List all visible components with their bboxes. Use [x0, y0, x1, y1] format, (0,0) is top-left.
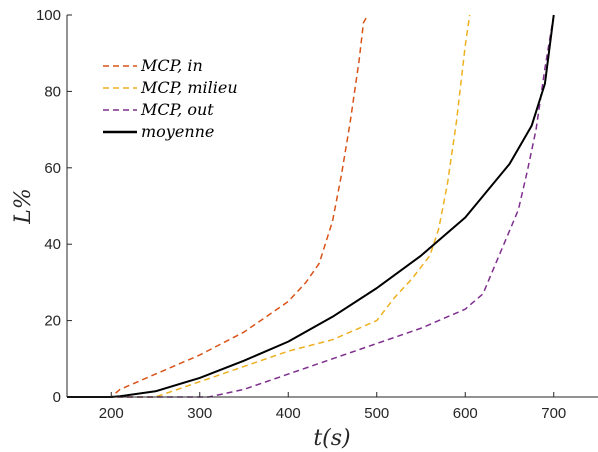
- y-tick-label-0: 0: [53, 389, 61, 406]
- axes-layer: [66, 15, 598, 398]
- x-tick-label-0: 200: [99, 405, 124, 422]
- series-line-2: [67, 14, 555, 398]
- x-tick-label-5: 700: [541, 405, 566, 422]
- legend-label-1: MCP, milieu: [140, 78, 238, 97]
- legend-label-2: MCP, out: [140, 100, 214, 119]
- legend: MCP, in MCP, milieu MCP, out moyenne: [103, 56, 238, 141]
- series-line-3: [67, 14, 555, 398]
- ticks-layer: 200 300 400 500 600 700 0 20 40 60 80 100: [36, 7, 566, 422]
- y-tick-label-2: 40: [44, 236, 61, 253]
- y-tick-label-5: 100: [36, 7, 61, 24]
- y-tick-label-3: 60: [44, 160, 61, 177]
- x-axis-label: t(s): [313, 426, 350, 451]
- y-tick-label-4: 80: [44, 83, 61, 100]
- x-tick-label-3: 500: [364, 405, 389, 422]
- plot-area: [67, 15, 598, 397]
- x-tick-label-1: 300: [187, 405, 212, 422]
- legend-label-0: MCP, in: [140, 56, 203, 75]
- y-axis-label: L%: [11, 188, 36, 225]
- x-tick-label-4: 600: [453, 405, 478, 422]
- y-tick-label-1: 20: [44, 313, 61, 330]
- series-layer: [67, 14, 555, 398]
- series-line-0: [67, 14, 369, 398]
- legend-label-3: moyenne: [141, 122, 214, 141]
- x-tick-label-2: 400: [276, 405, 301, 422]
- series-line-1: [67, 14, 471, 398]
